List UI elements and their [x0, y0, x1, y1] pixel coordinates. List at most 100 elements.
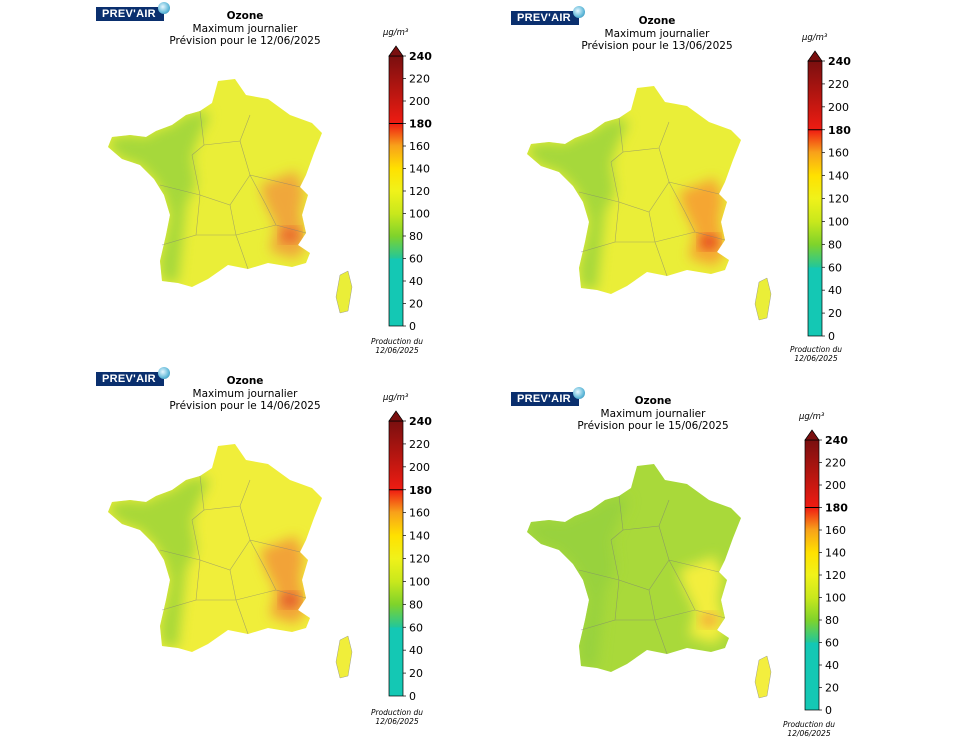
forecast-panel-2: PREV'AIR Ozone Maximum journalier Prévis… — [489, 0, 978, 372]
scale-tick-label: 240 — [828, 55, 851, 68]
scale-tick-label: 140 — [825, 547, 846, 560]
scale-tick-label: 100 — [825, 592, 846, 605]
region-borders — [159, 110, 307, 270]
scale-tick-label: 180 — [409, 118, 432, 131]
region-borders — [578, 117, 726, 277]
unit-label: µg/m³ — [383, 28, 409, 38]
map-title: Ozone Maximum journalier Prévision pour … — [581, 15, 733, 52]
map-title: Ozone Maximum journalier Prévision pour … — [577, 395, 729, 432]
corsica — [335, 635, 353, 679]
prevair-logo: PREV'AIR — [511, 387, 585, 406]
production-note: Production du 12/06/2025 — [789, 345, 843, 363]
scale-tick-label: 20 — [825, 682, 839, 695]
scale-tick-label: 200 — [828, 101, 849, 114]
scale-tick-label: 60 — [828, 261, 842, 274]
scale-tick-label: 220 — [409, 73, 430, 86]
scale-bar — [388, 55, 404, 327]
western-zone — [527, 496, 629, 668]
scale-tick-label: 240 — [409, 50, 432, 63]
prevair-logo: PREV'AIR — [96, 2, 170, 21]
scale-tick-label: 120 — [409, 185, 430, 198]
local-peak — [281, 228, 299, 242]
scale-max-arrow — [388, 410, 404, 422]
scale-tick-label: 20 — [409, 667, 423, 680]
scale-tick-label: 100 — [409, 208, 430, 221]
scale-tick-label: 200 — [825, 479, 846, 492]
scale-tick-label: 80 — [825, 614, 839, 627]
scale-tick-label: 120 — [825, 569, 846, 582]
map-title: Ozone Maximum journalier Prévision pour … — [169, 10, 321, 47]
local-peak — [281, 593, 299, 607]
france-ozone-map — [527, 464, 772, 699]
scale-tick-label: 40 — [409, 275, 423, 288]
scale-tick-label: 180 — [825, 502, 848, 515]
scale-tick-label: 60 — [409, 621, 423, 634]
scale-tick-label: 160 — [409, 507, 430, 520]
scale-tick-label: 240 — [409, 415, 432, 428]
scale-tick-label: 60 — [825, 637, 839, 650]
scale-tick-label: 20 — [828, 307, 842, 320]
scale-tick-label: 60 — [409, 253, 423, 266]
western-zone — [108, 111, 210, 283]
unit-label: µg/m³ — [799, 412, 825, 422]
scale-tick-label: 120 — [409, 553, 430, 566]
scale-tick-label: 200 — [409, 95, 430, 108]
scale-tick-label: 160 — [825, 524, 846, 537]
scale-tick-label: 120 — [828, 193, 849, 206]
france-ozone-map — [108, 79, 353, 314]
scale-tick-label: 0 — [825, 704, 832, 717]
production-note: Production du 12/06/2025 — [782, 720, 836, 738]
scale-bar — [804, 439, 820, 711]
scale-tick-label: 80 — [828, 238, 842, 251]
corsica — [335, 270, 353, 314]
region-borders — [578, 495, 726, 655]
concentration-scale: 0 20 40 60 80 100 120 140 160 180 200 220 240 — [388, 45, 432, 333]
scale-tick-label: 0 — [409, 690, 416, 703]
scale-tick-label: 100 — [828, 215, 849, 228]
scale-tick-label: 140 — [409, 530, 430, 543]
concentration-scale: 0 20 40 60 80 100 120 140 160 180 200 220 240 — [388, 410, 432, 703]
scale-tick-label: 40 — [825, 659, 839, 672]
scale-max-arrow — [388, 45, 404, 57]
concentration-scale: 0 20 40 60 80 100 120 140 160 180 200 220 240 — [804, 429, 848, 717]
scale-tick-label: 20 — [409, 298, 423, 311]
scale-tick-label: 40 — [409, 644, 423, 657]
france-ozone-map — [527, 86, 772, 321]
scale-tick-label: 0 — [409, 320, 416, 333]
local-peak — [700, 235, 718, 249]
region-borders — [159, 475, 307, 635]
corsica — [754, 277, 772, 321]
scale-max-arrow — [804, 429, 820, 441]
scale-bar — [807, 60, 823, 337]
scale-tick-label: 140 — [409, 163, 430, 176]
scale-tick-label: 180 — [828, 124, 851, 137]
scale-tick-label: 240 — [825, 434, 848, 447]
unit-label: µg/m³ — [383, 393, 409, 403]
production-note: Production du 12/06/2025 — [370, 708, 424, 726]
scale-tick-label: 160 — [409, 140, 430, 153]
concentration-scale: 0 20 40 60 80 100 120 140 160 180 200 220 240 — [807, 50, 851, 343]
unit-label: µg/m³ — [802, 33, 828, 43]
map-title: Ozone Maximum journalier Prévision pour … — [169, 375, 321, 412]
scale-tick-label: 80 — [409, 598, 423, 611]
western-zone — [108, 476, 210, 648]
scale-tick-label: 140 — [828, 170, 849, 183]
scale-tick-label: 180 — [409, 484, 432, 497]
local-peak — [700, 613, 718, 627]
production-note: Production du 12/06/2025 — [370, 337, 424, 355]
prevair-logo: PREV'AIR — [511, 6, 585, 25]
forecast-panel-3: PREV'AIR Ozone Maximum journalier Prévis… — [0, 367, 489, 744]
western-zone — [527, 118, 629, 290]
scale-max-arrow — [807, 50, 823, 62]
scale-bar — [388, 420, 404, 697]
scale-tick-label: 220 — [409, 438, 430, 451]
forecast-panel-4: PREV'AIR Ozone Maximum journalier Prévis… — [489, 372, 978, 744]
scale-tick-label: 40 — [828, 284, 842, 297]
scale-tick-label: 0 — [828, 330, 835, 343]
scale-tick-label: 160 — [828, 147, 849, 160]
france-ozone-map — [108, 444, 353, 679]
scale-tick-label: 220 — [825, 457, 846, 470]
scale-tick-label: 220 — [828, 78, 849, 91]
scale-tick-label: 200 — [409, 461, 430, 474]
prevair-logo: PREV'AIR — [96, 367, 170, 386]
